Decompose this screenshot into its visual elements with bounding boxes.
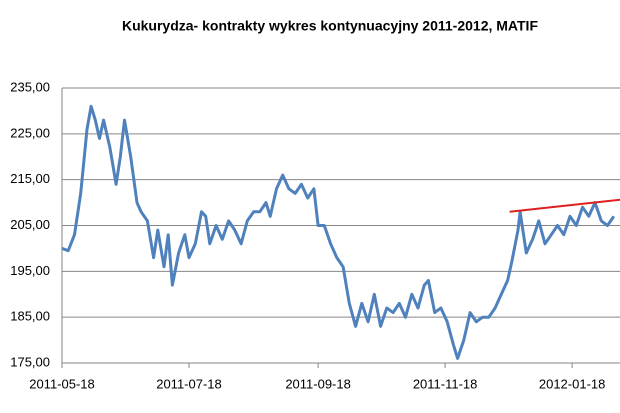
y-tick-label: 195,00 (10, 263, 50, 278)
y-tick-label: 185,00 (10, 309, 50, 324)
y-tick-label: 225,00 (10, 125, 50, 140)
trend-line (509, 198, 620, 213)
x-tick-label: 2011-07-18 (156, 376, 222, 391)
x-tick-label: 2012-01-18 (539, 376, 606, 391)
series-line (61, 104, 616, 360)
chart-title: Kukurydza- kontrakty wykres kontynuacyjn… (122, 18, 538, 34)
x-tick-label: 2011-11-18 (413, 376, 478, 391)
y-tick-label: 235,00 (10, 79, 50, 94)
x-tick-label: 2011-05-18 (29, 376, 95, 391)
y-tick-label: 215,00 (10, 171, 50, 186)
y-tick-label: 205,00 (10, 217, 50, 232)
x-tick-label: 2011-09-18 (285, 376, 351, 391)
y-tick-label: 175,00 (10, 354, 50, 369)
